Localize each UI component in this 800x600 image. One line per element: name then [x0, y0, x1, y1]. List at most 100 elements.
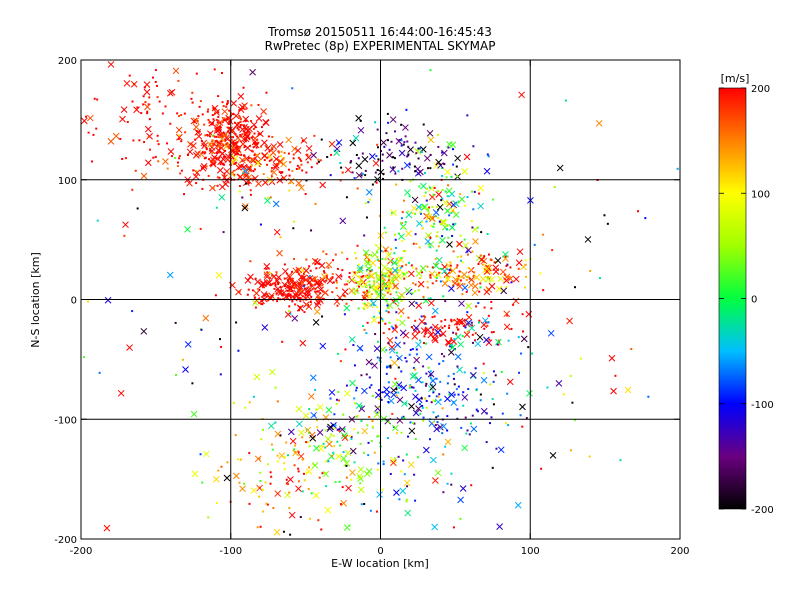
data-point-cross	[506, 378, 514, 386]
data-point	[246, 293, 249, 296]
data-point	[437, 415, 440, 418]
data-point	[441, 432, 444, 435]
data-point	[360, 374, 363, 377]
data-point	[142, 95, 145, 98]
data-point	[228, 117, 231, 120]
data-point	[505, 286, 508, 289]
data-point	[405, 108, 408, 111]
data-point	[403, 342, 406, 345]
data-point-cross	[144, 125, 152, 133]
data-point-cross	[454, 333, 462, 341]
data-point	[417, 289, 420, 292]
data-point-cross	[276, 141, 284, 148]
data-point	[293, 448, 296, 451]
grid-lines	[81, 60, 680, 539]
data-point	[190, 97, 193, 100]
data-point	[314, 202, 317, 205]
data-point	[277, 283, 280, 286]
data-point-cross	[326, 440, 333, 448]
data-point	[450, 344, 453, 347]
data-point	[355, 257, 358, 260]
data-point	[444, 190, 447, 193]
data-point	[346, 257, 349, 260]
data-point-cross	[382, 246, 390, 253]
data-point-cross	[361, 387, 368, 395]
data-point-cross	[595, 119, 603, 127]
data-point-cross	[408, 270, 415, 278]
data-point	[238, 190, 241, 193]
data-point	[340, 275, 343, 278]
data-point	[466, 311, 469, 314]
data-point	[298, 166, 301, 169]
data-point-cross	[345, 484, 352, 492]
data-point	[320, 138, 323, 141]
data-point	[382, 463, 385, 466]
data-point	[293, 293, 296, 296]
data-point	[369, 509, 372, 512]
data-point	[476, 410, 479, 413]
data-point	[381, 391, 384, 394]
data-point-cross	[483, 288, 491, 296]
data-point-cross	[263, 263, 271, 270]
data-point-cross	[445, 187, 453, 195]
data-point	[413, 165, 416, 168]
data-point	[219, 373, 222, 376]
data-point	[356, 415, 359, 418]
data-point-cross	[465, 302, 473, 310]
data-point-cross	[408, 403, 415, 410]
data-point	[370, 254, 373, 257]
data-point	[343, 283, 346, 286]
data-point	[226, 99, 229, 102]
colorbar-tick-label: -100	[751, 400, 774, 411]
data-point-cross	[429, 383, 437, 391]
data-point-cross	[288, 511, 296, 519]
data-point	[486, 276, 489, 279]
data-point-cross	[415, 203, 422, 211]
data-point-cross	[192, 123, 200, 131]
data-point	[318, 296, 321, 299]
data-point	[589, 269, 592, 272]
data-point-cross	[434, 469, 442, 477]
data-point	[523, 286, 526, 289]
data-point	[468, 277, 471, 280]
data-point-cross	[355, 171, 363, 179]
data-point	[431, 282, 434, 285]
data-point	[462, 325, 465, 328]
data-point	[251, 135, 254, 138]
data-point	[479, 399, 482, 402]
data-point	[305, 258, 308, 261]
data-point	[222, 231, 225, 234]
data-point	[355, 386, 358, 389]
data-point	[365, 285, 368, 288]
data-point	[219, 146, 222, 149]
data-point	[483, 327, 486, 330]
data-point-cross	[512, 275, 520, 283]
data-point	[436, 235, 439, 238]
data-point-cross	[397, 307, 405, 315]
data-point	[196, 120, 199, 123]
data-point	[371, 420, 374, 423]
data-point-cross	[483, 265, 491, 273]
data-point-cross	[434, 271, 442, 279]
data-point-cross	[270, 169, 278, 176]
data-point	[359, 442, 362, 445]
data-point-cross	[333, 149, 340, 157]
data-point-cross	[117, 389, 125, 397]
data-point	[412, 282, 415, 285]
data-point	[367, 454, 370, 457]
data-point-cross	[467, 281, 475, 289]
data-point	[241, 165, 244, 168]
data-point	[407, 261, 410, 264]
data-point	[233, 162, 236, 165]
data-point	[455, 326, 458, 329]
data-point	[232, 136, 235, 139]
data-point-cross	[399, 319, 406, 327]
data-point-cross	[190, 410, 198, 418]
data-point	[399, 222, 402, 225]
data-point	[258, 457, 261, 460]
data-point	[169, 122, 172, 125]
data-point	[207, 108, 210, 111]
data-point-cross	[420, 182, 427, 190]
data-point	[483, 255, 486, 258]
data-point	[574, 286, 577, 289]
